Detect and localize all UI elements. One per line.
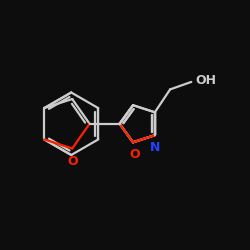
Text: N: N: [150, 141, 160, 154]
Text: O: O: [129, 148, 140, 161]
Text: OH: OH: [196, 74, 217, 87]
Text: O: O: [67, 156, 78, 168]
